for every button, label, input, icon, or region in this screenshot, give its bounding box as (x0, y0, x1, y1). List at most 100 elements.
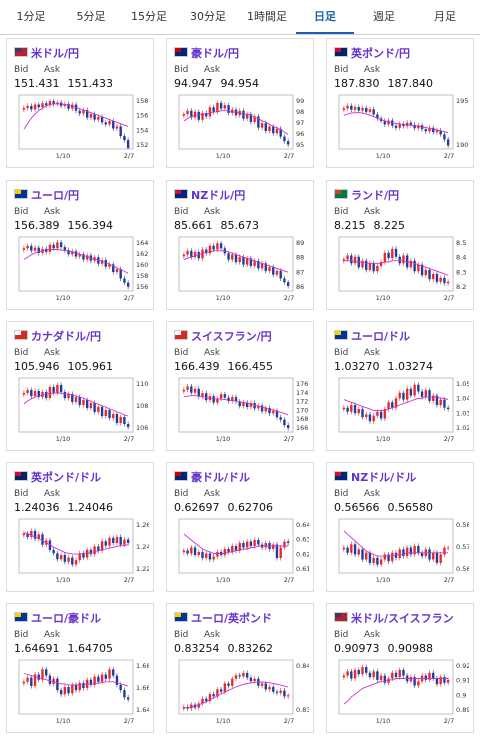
candle (26, 677, 29, 682)
currency-card[interactable]: NZドル/円 Bid Ask 85.661 85.673 89 88 87 86 1/10 2/7 (166, 180, 314, 310)
currency-card[interactable]: スイスフラン/円 Bid Ask 166.439 166.455 176 174 172 170… (166, 321, 314, 451)
pair-title[interactable]: 豪ドル/ドル (174, 469, 250, 484)
candle (100, 260, 104, 264)
candle (432, 127, 435, 133)
currency-card[interactable]: カナダドル/円 Bid Ask 105.946 105.961 110 108 106 1/10… (6, 321, 154, 451)
pair-title[interactable]: 英ポンド/ドル (14, 469, 101, 484)
candle (37, 247, 40, 254)
tab-2[interactable]: 5分足 (76, 10, 106, 23)
candle (253, 116, 256, 122)
pair-title[interactable]: ユーロ/豪ドル (14, 610, 101, 625)
pair-title[interactable]: カナダドル/円 (14, 328, 101, 343)
candle (71, 251, 74, 255)
ask-label: Ask (204, 207, 221, 217)
candle (123, 136, 126, 141)
pair-title[interactable]: 豪ドル/円 (174, 45, 239, 60)
candle (78, 553, 81, 561)
x-tick-label: 2/7 (124, 152, 134, 160)
candle (391, 248, 394, 259)
candle (242, 257, 245, 265)
candle (357, 107, 360, 111)
candle (398, 549, 401, 558)
pair-title[interactable]: NZドル/円 (174, 187, 246, 202)
candle (123, 278, 126, 283)
candle (268, 687, 271, 690)
candle (424, 129, 427, 132)
pair-title[interactable]: ユーロ/円 (14, 187, 79, 202)
currency-card[interactable]: ユーロ/英ポンド Bid Ask 0.83254 0.83262 0.84 0.83 1/10… (166, 603, 314, 733)
candle (350, 405, 353, 412)
currency-card[interactable]: ユーロ/ドル Bid Ask 1.03270 1.03274 1.05 1.04 1.03 1.… (326, 321, 474, 451)
y-tick-label: 0.92 (456, 662, 469, 670)
candle (432, 273, 435, 280)
currency-card[interactable]: ユーロ/豪ドル Bid Ask 1.64691 1.64705 1.68 1.66 1.64 1… (6, 603, 154, 733)
tab-1[interactable]: 1分足 (16, 10, 46, 23)
currency-card[interactable]: 英ポンド/円 Bid Ask 187.830 187.840 195 190 1/10 2/7 (326, 38, 474, 168)
y-tick-label: 0.91 (456, 677, 469, 685)
pair-title[interactable]: ランド/円 (334, 187, 399, 202)
candle (368, 109, 372, 112)
tab-8[interactable]: 月足 (434, 10, 456, 23)
pair-name: NZドル/円 (191, 189, 246, 202)
moving-average-line (343, 678, 449, 705)
y-tick-label: 1.04 (456, 395, 469, 403)
chart-frame (178, 377, 294, 433)
candle (353, 544, 357, 555)
y-tick-label: 86 (296, 283, 304, 291)
candle (119, 417, 122, 423)
y-tick-label: 0.61 (296, 565, 309, 573)
y-tick-label: 0.64 (296, 521, 309, 529)
tab-4[interactable]: 30分足 (190, 10, 226, 23)
candle (212, 694, 215, 697)
pair-title[interactable]: ユーロ/ドル (334, 328, 410, 343)
candle (100, 116, 104, 123)
candle (350, 544, 353, 553)
candle (56, 553, 59, 560)
currency-card[interactable]: ランド/円 Bid Ask 8.215 8.225 8.5 8.4 8.3 8.2 1/10 2/7 (326, 180, 474, 310)
candle (22, 533, 26, 536)
candle (56, 385, 59, 393)
candle (223, 105, 227, 109)
currency-card[interactable]: 豪ドル/ドル Bid Ask 0.62697 0.62706 0.64 0.63 0.62 0.… (166, 462, 314, 592)
pair-title[interactable]: ユーロ/英ポンド (174, 610, 272, 625)
pair-title[interactable]: 米ドル/円 (14, 45, 80, 60)
pair-title[interactable]: スイスフラン/円 (174, 328, 272, 343)
y-tick-label: 1.24 (136, 543, 149, 551)
candle (201, 249, 204, 259)
candle (417, 264, 420, 272)
ask-value: 0.83262 (227, 642, 274, 655)
pair-title[interactable]: NZドル/ドル (334, 469, 416, 484)
tab-6[interactable]: 日足 (296, 0, 354, 34)
pair-title[interactable]: 米ドル/スイスフラン (334, 610, 454, 625)
candle (231, 546, 234, 552)
tab-3[interactable]: 15分足 (131, 10, 167, 23)
pair-title[interactable]: 英ポンド/円 (334, 45, 410, 60)
candle (387, 678, 390, 683)
candle (376, 411, 379, 416)
currency-card[interactable]: 豪ドル/円 Bid Ask 94.947 94.954 99 98 97 96 95 1/10 2/7 (166, 38, 314, 168)
candle (413, 384, 416, 396)
tab-7[interactable]: 週足 (373, 10, 395, 23)
currency-card[interactable]: 米ドル/スイスフラン Bid Ask 0.90973 0.90988 0.92 0.91 0.… (326, 603, 474, 733)
candle (268, 407, 271, 414)
currency-card[interactable]: 英ポンド/ドル Bid Ask 1.24036 1.24046 1.26 1.24 1.22 1… (6, 462, 154, 592)
candle (201, 552, 204, 558)
candle (238, 543, 241, 551)
y-tick-label: 0.56 (456, 565, 469, 573)
tab-5[interactable]: 1時間足 (247, 10, 287, 23)
candle (93, 114, 96, 120)
ask-value: 8.225 (373, 219, 406, 232)
bid-value: 166.439 (174, 360, 220, 373)
bid-value: 0.90973 (334, 642, 380, 655)
candle (71, 104, 74, 109)
ask-value: 0.90988 (387, 642, 434, 655)
pair-name: 米ドル/円 (31, 47, 80, 60)
candle (82, 110, 85, 114)
candle (272, 544, 275, 549)
currency-card[interactable]: 米ドル/円 Bid Ask 151.431 151.433 158 156 154 152 1/1… (6, 38, 154, 168)
candle (439, 130, 442, 135)
candle (353, 107, 357, 110)
currency-card[interactable]: NZドル/ドル Bid Ask 0.56566 0.56580 0.58 0.57 0.56 1… (326, 462, 474, 592)
bid-label: Bid (334, 207, 349, 217)
currency-card[interactable]: ユーロ/円 Bid Ask 156.389 156.394 164 162 160 158 156… (6, 180, 154, 310)
